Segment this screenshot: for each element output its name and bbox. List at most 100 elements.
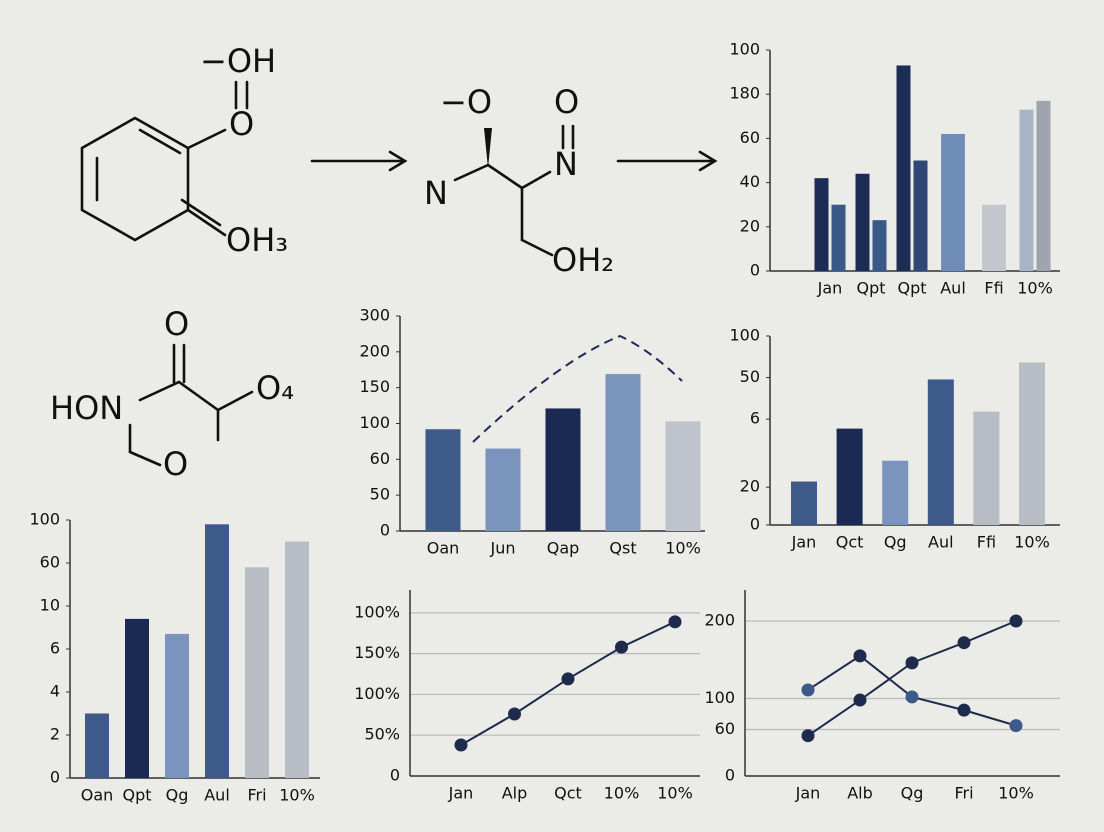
bar — [125, 618, 149, 778]
atom-label: O — [229, 105, 254, 143]
x-tick-label: Aul — [940, 279, 966, 298]
atom-label: O — [163, 445, 188, 483]
trend-curve — [472, 334, 683, 443]
y-tick-label: 50% — [364, 725, 400, 744]
y-tick-label: 200 — [359, 341, 390, 360]
x-tick-label: Fri — [954, 784, 973, 803]
bar — [1036, 100, 1051, 271]
x-tick-label: 10% — [604, 784, 640, 803]
bar — [285, 541, 309, 778]
molecule: −O O N N OH₂ — [424, 83, 614, 279]
point — [615, 640, 628, 654]
point — [905, 690, 919, 704]
x-tick-label: 10% — [1017, 279, 1053, 298]
y-tick-label: 6 — [750, 409, 760, 428]
x-tick-label: Jan — [791, 533, 817, 552]
y-tick-label: 2 — [50, 725, 60, 744]
point — [801, 683, 815, 697]
point — [801, 729, 815, 743]
molecule: −OH O OH₃ — [80, 42, 288, 259]
y-tick-label: 100 — [704, 688, 735, 707]
x-tick-label: 10% — [657, 784, 693, 803]
x-tick-label: Qg — [166, 786, 189, 805]
bar — [896, 65, 911, 271]
x-tick-label: Qct — [554, 784, 582, 803]
point — [1009, 719, 1023, 733]
bar — [913, 160, 928, 271]
y-tick-label: 60 — [370, 449, 390, 468]
y-tick-label: 40 — [740, 172, 760, 191]
bond — [128, 450, 162, 467]
bond — [520, 170, 552, 190]
x-tick-label: 10% — [998, 784, 1034, 803]
y-tick-label: 4 — [50, 682, 60, 701]
bar — [872, 220, 887, 271]
x-tick-label: Aul — [204, 786, 230, 805]
wedge — [484, 128, 492, 168]
bar — [831, 204, 846, 271]
point — [957, 636, 971, 650]
x-tick-label: Qct — [836, 533, 864, 552]
bar — [882, 460, 909, 525]
atom-label: OH₃ — [226, 221, 288, 259]
bar — [85, 713, 109, 778]
x-tick-label: Qg — [901, 784, 924, 803]
x-tick-label: Ffi — [984, 279, 1003, 298]
x-tick-label: Qpt — [897, 279, 926, 298]
x-tick-label: 10% — [1014, 533, 1050, 552]
x-tick-label: Qg — [884, 533, 907, 552]
bar — [205, 524, 229, 778]
atom-label: HON — [50, 389, 123, 427]
bond — [180, 198, 222, 227]
y-tick-label: 20 — [740, 216, 760, 235]
atom-label: OH₂ — [552, 241, 614, 279]
bar — [941, 133, 965, 271]
bar — [245, 567, 269, 778]
atom-label: O — [554, 83, 579, 121]
x-tick-label: Oan — [427, 539, 460, 558]
y-tick-label: 0 — [380, 521, 390, 540]
bond — [453, 163, 490, 182]
x-tick-label: Alb — [847, 784, 873, 803]
y-tick-label: 0 — [50, 768, 60, 787]
bond — [138, 128, 182, 155]
x-tick-label: Jan — [795, 784, 821, 803]
point — [1009, 614, 1023, 628]
x-tick-label: Qpt — [122, 786, 151, 805]
arrowhead — [698, 150, 718, 172]
bar — [1019, 109, 1034, 271]
bar — [425, 429, 461, 531]
y-tick-label: 200 — [704, 611, 735, 630]
y-tick-label: 60 — [40, 553, 60, 572]
arrowhead — [388, 150, 408, 172]
y-tick-label: 60 — [740, 128, 760, 147]
point — [853, 693, 867, 707]
point — [853, 649, 867, 663]
x-tick-label: Jun — [490, 539, 516, 558]
bar — [1019, 362, 1045, 525]
x-tick-label: Qap — [547, 539, 580, 558]
atom-label: N — [554, 145, 578, 183]
x-tick-label: Alp — [502, 784, 528, 803]
atom-label: −O — [440, 83, 492, 121]
x-tick-label: 10% — [279, 786, 315, 805]
y-tick-label: 20 — [740, 477, 760, 496]
point — [508, 707, 521, 721]
x-tick-label: Jan — [817, 279, 843, 298]
bar — [927, 379, 954, 525]
y-tick-label: 100 — [729, 326, 760, 345]
bar — [855, 173, 870, 271]
y-tick-label: 150% — [354, 643, 400, 662]
bar — [836, 428, 863, 525]
y-tick-label: 100% — [354, 684, 400, 703]
bar — [973, 411, 1000, 525]
y-tick-label: 0 — [725, 766, 735, 785]
bar — [791, 481, 817, 525]
x-tick-label: Oan — [81, 786, 114, 805]
y-tick-label: 100 — [729, 40, 760, 59]
y-tick-label: 0 — [390, 766, 400, 785]
y-tick-label: 300 — [359, 306, 390, 325]
bond — [186, 128, 227, 150]
molecule: O HON O₄ O — [50, 305, 294, 483]
